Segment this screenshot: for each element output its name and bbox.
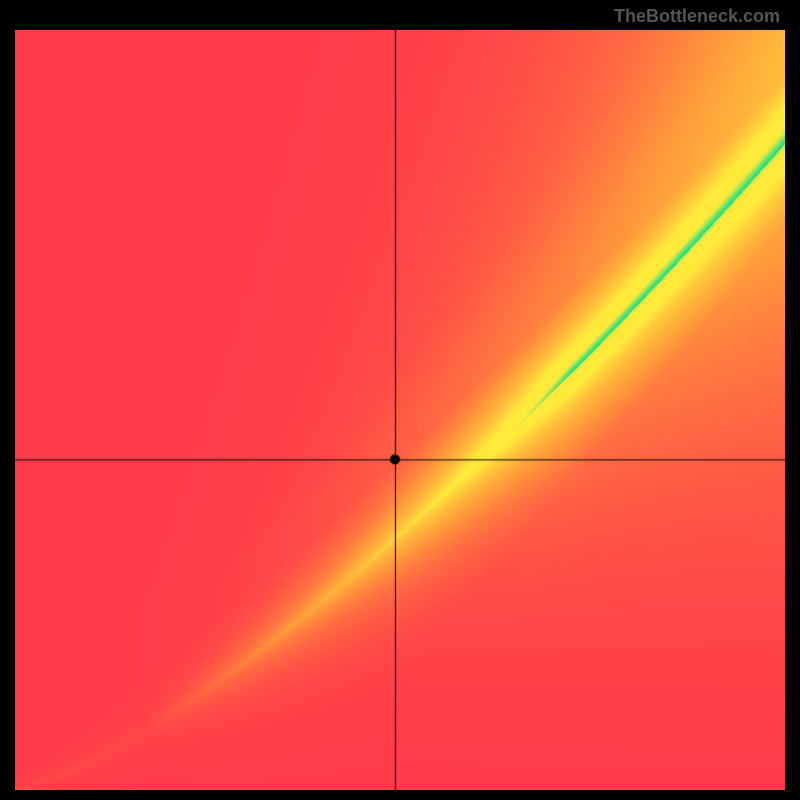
watermark-text: TheBottleneck.com (614, 6, 780, 27)
chart-container: TheBottleneck.com (0, 0, 800, 800)
bottleneck-heatmap (15, 30, 785, 790)
